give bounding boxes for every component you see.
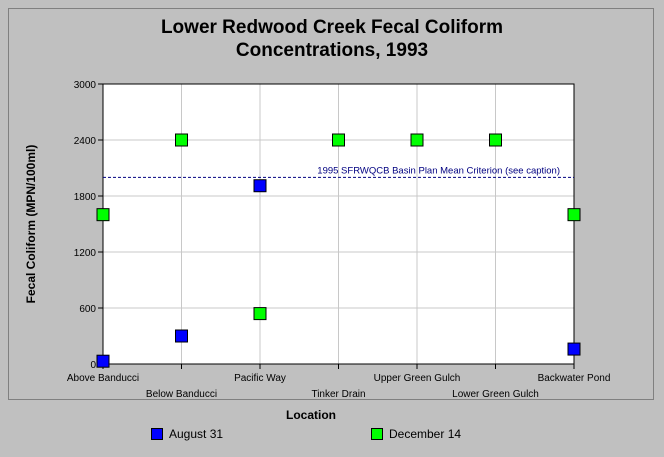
y-tick-label: 3000 [74, 80, 97, 91]
data-point-december-14 [175, 133, 188, 147]
reference-line-group: 1995 SFRWQCB Basin Plan Mean Criterion (… [103, 165, 574, 178]
y-axis-title: Fecal Coliform (MPN/100ml) [24, 145, 38, 304]
legend-label: August 31 [169, 427, 224, 441]
data-point-december-14 [96, 208, 110, 222]
legend-label: December 14 [389, 427, 462, 441]
data-point-december-14 [567, 208, 581, 222]
legend-item-december-14: December 14 [371, 427, 461, 441]
y-tick-label: 2400 [74, 136, 97, 147]
x-tick-label: Above Banducci [67, 373, 139, 384]
x-tick-label: Upper Green Gulch [374, 373, 461, 384]
legend-swatch-green [371, 428, 383, 440]
x-tick-label: Below Banducci [146, 389, 217, 400]
x-tick-label: Tinker Drain [311, 389, 365, 400]
chart-title-line-2: Concentrations, 1993 [235, 40, 429, 61]
reference-line-label: 1995 SFRWQCB Basin Plan Mean Criterion (… [317, 165, 560, 176]
chart-frame [8, 8, 654, 400]
x-tick-label: Pacific Way [234, 373, 286, 384]
y-axis-ticks: 0 600 1200 1800 2400 3000 [74, 80, 103, 371]
y-tick-label: 600 [79, 304, 96, 315]
data-point-august-31 [253, 179, 267, 193]
legend-item-august-31: August 31 [151, 427, 223, 441]
data-point-august-31 [567, 342, 581, 356]
y-tick-label: 1200 [74, 248, 97, 259]
data-point-december-14 [410, 133, 424, 147]
x-axis-ticks: Above Banducci Below Banducci Pacific Way T… [67, 364, 611, 400]
data-point-december-14 [489, 133, 502, 147]
y-tick-label: 0 [90, 360, 96, 371]
x-tick-label: Backwater Pond [538, 373, 611, 384]
y-tick-label: 1800 [74, 192, 97, 203]
data-points [96, 133, 581, 368]
legend-swatch-blue [151, 428, 163, 440]
chart-title: Lower Redwood Creek Fecal Coliform Conce… [0, 16, 664, 62]
data-point-august-31 [175, 329, 188, 343]
data-point-august-31 [96, 354, 110, 368]
data-point-december-14 [332, 133, 345, 147]
x-tick-label: Lower Green Gulch [452, 389, 539, 400]
x-axis-title: Location [286, 408, 336, 422]
data-point-december-14 [253, 307, 267, 321]
chart-title-line-1: Lower Redwood Creek Fecal Coliform [160, 17, 504, 38]
